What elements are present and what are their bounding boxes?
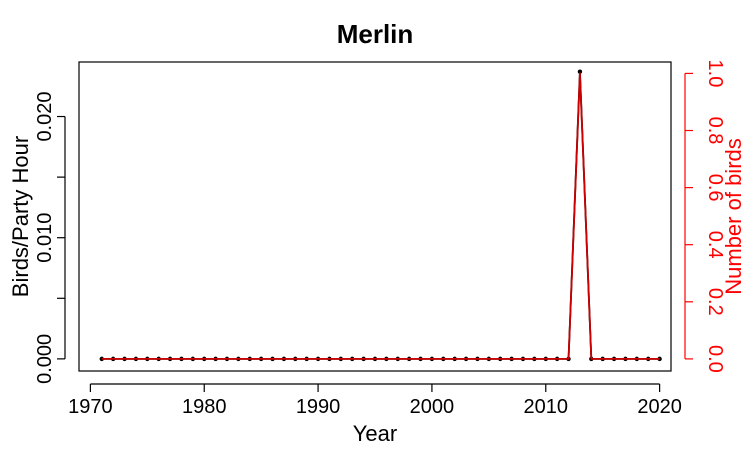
x-axis-label: Year: [353, 421, 397, 446]
y-axis-label-left: Birds/Party Hour: [8, 136, 33, 297]
y-tick-label-left: 0.020: [34, 91, 56, 141]
y-tick-label-right: 0.2: [704, 288, 726, 316]
chart-title: Merlin: [337, 19, 414, 49]
y-tick-label-left: 0.010: [34, 213, 56, 263]
y-tick-label-right: 1.0: [704, 60, 726, 88]
series-line-2: [101, 72, 660, 360]
y-tick-label-left: 0.000: [34, 334, 56, 384]
x-tick-label: 1990: [296, 396, 341, 418]
x-tick-label: 2000: [410, 396, 455, 418]
x-tick-label: 1980: [182, 396, 227, 418]
y-tick-label-right: 0.0: [704, 345, 726, 373]
x-tick-label: 1970: [68, 396, 113, 418]
x-tick-label: 2020: [637, 396, 682, 418]
x-tick-label: 2010: [524, 396, 569, 418]
y-tick-label-right: 0.8: [704, 117, 726, 145]
data-point: [577, 69, 583, 74]
y-tick-label-right: 0.4: [704, 231, 726, 259]
data-point: [99, 356, 104, 362]
y-axis-label-right: Number of birds: [721, 138, 746, 295]
y-tick-label-right: 0.6: [704, 174, 726, 202]
series-layer: [99, 69, 662, 362]
axes-layer: 1970 1980 1990 2000 2010 2020 0.000 0.010 0.020 0…: [34, 60, 726, 418]
plot-frame: [78, 61, 672, 372]
